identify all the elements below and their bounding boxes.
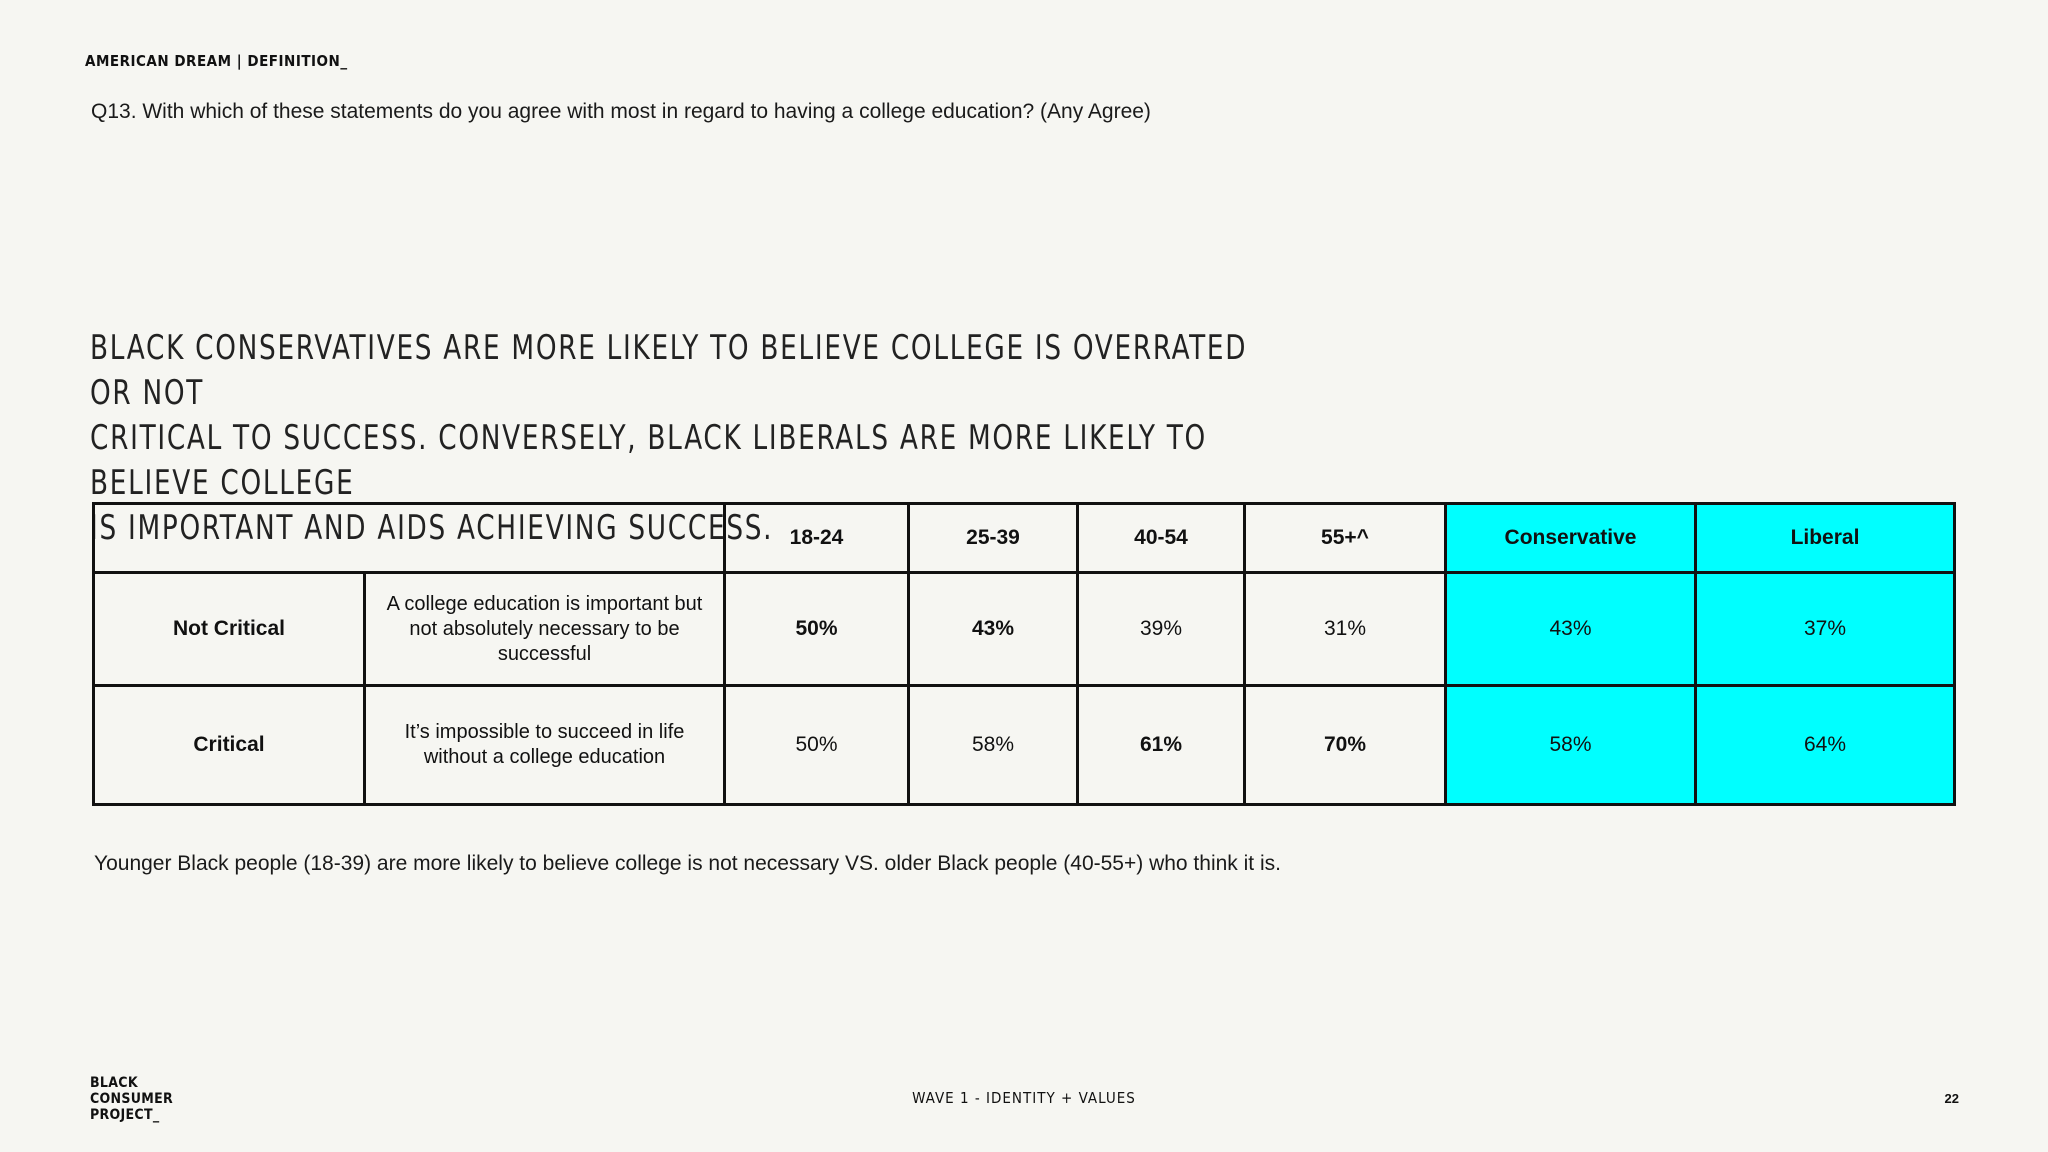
row-statement: A college education is important but not… [363, 571, 726, 687]
brand-logo: BLACK CONSUMER PROJECT_ [90, 1075, 173, 1123]
row-label: Not Critical [92, 571, 366, 687]
logo-line: BLACK [90, 1075, 138, 1091]
column-header: 40-54 [1076, 502, 1246, 574]
table-cell: 50% [723, 684, 910, 806]
table-cell: 39% [1076, 571, 1246, 687]
row-label: Critical [92, 684, 366, 806]
table-cell: 64% [1694, 684, 1956, 806]
table-cell: 43% [907, 571, 1079, 687]
table-cell: 70% [1243, 684, 1447, 806]
footer-wave-label: WAVE 1 - IDENTITY + VALUES [912, 1089, 1136, 1107]
column-header: 55+^ [1243, 502, 1447, 574]
page-number: 22 [1944, 1091, 1959, 1106]
table-row: Not Critical A college education is impo… [92, 571, 1956, 687]
table-header-row: 18-24 25-39 40-54 55+^ Conservative Libe… [92, 502, 1956, 574]
logo-line: CONSUMER [90, 1091, 174, 1107]
results-table: 18-24 25-39 40-54 55+^ Conservative Libe… [92, 502, 1956, 806]
table-cell: 37% [1694, 571, 1956, 687]
column-header: Liberal [1694, 502, 1956, 574]
section-label: AMERICAN DREAM | DEFINITION_ [85, 52, 348, 70]
column-header: 25-39 [907, 502, 1079, 574]
table-cell: 31% [1243, 571, 1447, 687]
logo-line: PROJECT_ [90, 1107, 160, 1123]
header-blank-cell [92, 502, 726, 574]
table-cell: 58% [907, 684, 1079, 806]
table-cell: 50% [723, 571, 910, 687]
table-cell: 61% [1076, 684, 1246, 806]
table-row: Critical It’s impossible to succeed in l… [92, 684, 1956, 806]
footnote: Younger Black people (18-39) are more li… [94, 852, 1281, 875]
column-header: 18-24 [723, 502, 910, 574]
table-cell: 43% [1444, 571, 1697, 687]
row-statement: It’s impossible to succeed in life witho… [363, 684, 726, 806]
survey-question: Q13. With which of these statements do y… [91, 100, 1151, 123]
table-cell: 58% [1444, 684, 1697, 806]
column-header: Conservative [1444, 502, 1697, 574]
